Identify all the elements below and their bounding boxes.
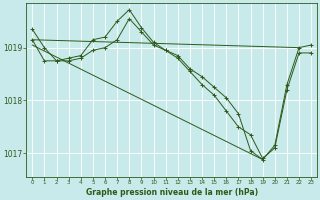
X-axis label: Graphe pression niveau de la mer (hPa): Graphe pression niveau de la mer (hPa) (86, 188, 258, 197)
